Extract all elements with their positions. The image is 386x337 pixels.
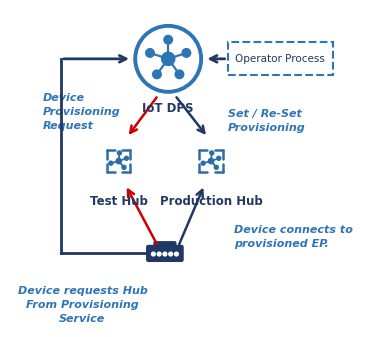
Circle shape <box>153 70 161 79</box>
FancyBboxPatch shape <box>228 42 333 75</box>
Circle shape <box>210 151 214 155</box>
FancyBboxPatch shape <box>154 242 176 249</box>
Circle shape <box>109 161 113 165</box>
Text: Device requests Hub
From Provisioning
Service: Device requests Hub From Provisioning Se… <box>17 286 147 325</box>
Circle shape <box>151 252 155 256</box>
Circle shape <box>157 252 161 256</box>
Text: Device connects to
provisioned EP.: Device connects to provisioned EP. <box>234 225 353 249</box>
Circle shape <box>169 252 173 256</box>
Circle shape <box>117 151 122 155</box>
Circle shape <box>164 35 173 44</box>
Circle shape <box>208 158 214 164</box>
Circle shape <box>122 165 126 169</box>
Circle shape <box>116 158 121 164</box>
Circle shape <box>163 252 167 256</box>
Circle shape <box>217 156 221 160</box>
Text: IoT DPS: IoT DPS <box>142 102 194 115</box>
Circle shape <box>201 161 205 165</box>
Text: Operator Process: Operator Process <box>235 54 325 64</box>
Text: Device
Provisioning
Request: Device Provisioning Request <box>43 93 121 131</box>
Circle shape <box>182 49 191 57</box>
Circle shape <box>174 252 178 256</box>
Circle shape <box>124 156 129 160</box>
Text: Production Hub: Production Hub <box>160 195 262 208</box>
Text: Set / Re-Set
Provisioning: Set / Re-Set Provisioning <box>228 110 305 133</box>
Circle shape <box>214 165 218 169</box>
Circle shape <box>146 49 154 57</box>
Circle shape <box>162 52 175 65</box>
FancyBboxPatch shape <box>147 245 183 261</box>
Circle shape <box>175 70 184 79</box>
Text: Test Hub: Test Hub <box>90 195 148 208</box>
